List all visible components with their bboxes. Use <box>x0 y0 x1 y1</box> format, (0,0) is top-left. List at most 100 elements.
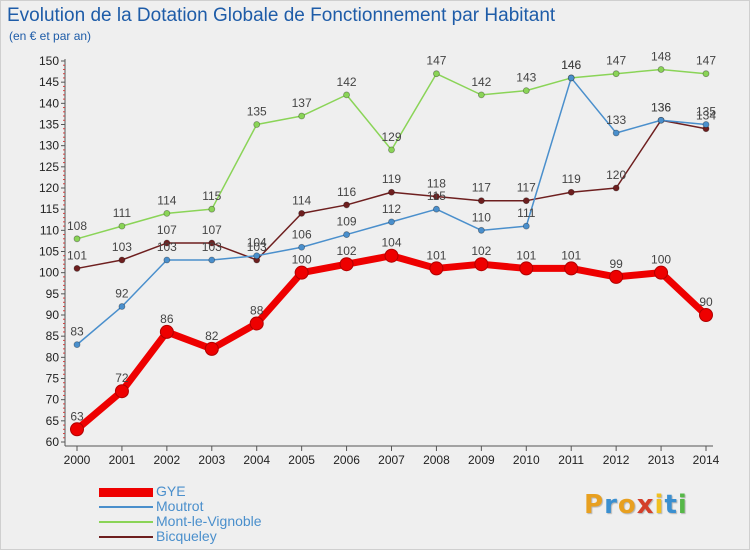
data-label: 115 <box>427 189 446 203</box>
y-tick-label: 90 <box>46 308 60 322</box>
data-label: 88 <box>250 303 264 317</box>
x-tick-label: 2011 <box>558 453 584 467</box>
series-lines <box>70 66 713 437</box>
x-tick-label: 2008 <box>423 453 450 467</box>
chart-subtitle: (en € et par an) <box>9 29 92 43</box>
data-point <box>609 269 624 284</box>
data-label: 100 <box>292 253 312 267</box>
data-label: 112 <box>382 202 401 216</box>
data-point <box>118 222 126 230</box>
y-tick-label: 85 <box>46 329 60 343</box>
y-tick-label: 140 <box>39 96 59 110</box>
data-label: 101 <box>516 248 536 262</box>
data-point <box>298 209 306 217</box>
data-label: 142 <box>471 75 491 89</box>
data-point <box>567 74 575 82</box>
data-point <box>388 188 395 196</box>
series-gye <box>70 248 713 437</box>
data-label: 134 <box>696 109 716 123</box>
data-point <box>474 257 489 272</box>
logo-letter: x <box>636 490 655 520</box>
data-point <box>298 243 306 251</box>
data-label: 114 <box>292 193 311 207</box>
data-point <box>702 121 710 128</box>
line-chart: 60 65 70 75 80 85 90 95 100 105 110 115 120 125 130 135… <box>39 49 720 467</box>
legend-swatch <box>99 536 153 538</box>
data-point <box>522 197 530 205</box>
data-point <box>519 261 534 276</box>
data-point <box>70 422 84 437</box>
data-label: 129 <box>381 130 401 144</box>
data-point <box>433 70 440 78</box>
data-point <box>657 66 665 73</box>
data-label: 115 <box>202 189 221 203</box>
legend-label: GYE <box>156 483 186 499</box>
legend-swatch <box>99 506 153 508</box>
data-point <box>429 261 444 276</box>
x-tick-label: 2006 <box>333 453 360 467</box>
logo-letter: o <box>617 490 637 520</box>
data-label: 103 <box>202 240 222 254</box>
x-tick-label: 2009 <box>468 453 495 467</box>
data-point <box>522 87 530 95</box>
data-label: 114 <box>157 193 176 207</box>
logo-letter: i <box>654 490 665 520</box>
proxiti-logo: Proxiti <box>584 490 688 520</box>
legend-swatch <box>99 488 153 497</box>
data-point <box>477 91 485 99</box>
data-point <box>253 252 261 260</box>
data-label: 111 <box>113 206 132 220</box>
x-tick-label: 2004 <box>243 453 270 467</box>
y-tick-label: 115 <box>40 202 59 216</box>
y-tick-label: 105 <box>39 245 59 259</box>
x-tick-label: 2000 <box>64 453 91 467</box>
data-point <box>433 205 440 213</box>
y-tick-label: 70 <box>46 393 60 407</box>
data-point <box>204 341 219 356</box>
data-label: 107 <box>157 223 177 237</box>
data-point <box>567 188 575 196</box>
data-label: 107 <box>202 223 222 237</box>
data-label: 147 <box>426 54 446 68</box>
y-tick-label: 120 <box>39 181 59 195</box>
data-point <box>564 261 579 276</box>
data-point <box>612 129 620 137</box>
data-point <box>343 201 350 209</box>
data-label: 82 <box>205 329 219 343</box>
legend-swatch <box>99 521 153 523</box>
data-label: 90 <box>699 295 713 309</box>
y-tick-label: 145 <box>39 75 59 89</box>
x-tick-label: 2013 <box>648 453 675 467</box>
axes <box>61 59 713 451</box>
data-label: 101 <box>67 248 87 262</box>
data-point <box>702 70 710 78</box>
tick-labels: 60 65 70 75 80 85 90 95 100 105 110 115 120 125 130 135… <box>39 54 720 467</box>
series-mont-le-vignoble <box>73 66 710 243</box>
data-point <box>654 265 669 280</box>
data-label: 100 <box>651 253 671 267</box>
data-label: 101 <box>426 248 446 262</box>
x-tick-label: 2001 <box>109 453 136 467</box>
data-label: 83 <box>70 325 84 339</box>
data-label: 146 <box>561 58 581 72</box>
data-label: 136 <box>651 100 671 114</box>
data-label: 119 <box>562 172 581 186</box>
data-label: 103 <box>112 240 132 254</box>
data-point <box>612 184 620 192</box>
data-label: 101 <box>561 248 581 262</box>
data-label: 136 <box>651 100 671 114</box>
logo-letter: i <box>677 490 688 520</box>
data-point <box>208 239 216 247</box>
data-label: 106 <box>292 227 312 241</box>
data-label: 92 <box>115 287 129 301</box>
x-tick-label: 2010 <box>513 453 540 467</box>
y-tick-label: 135 <box>39 118 59 132</box>
data-point <box>73 235 81 243</box>
legend-label: Moutrot <box>156 498 204 514</box>
data-label: 63 <box>70 409 84 423</box>
data-point <box>208 205 216 213</box>
data-label: 102 <box>337 244 357 258</box>
x-tick-label: 2012 <box>603 453 630 467</box>
data-point <box>114 384 129 399</box>
